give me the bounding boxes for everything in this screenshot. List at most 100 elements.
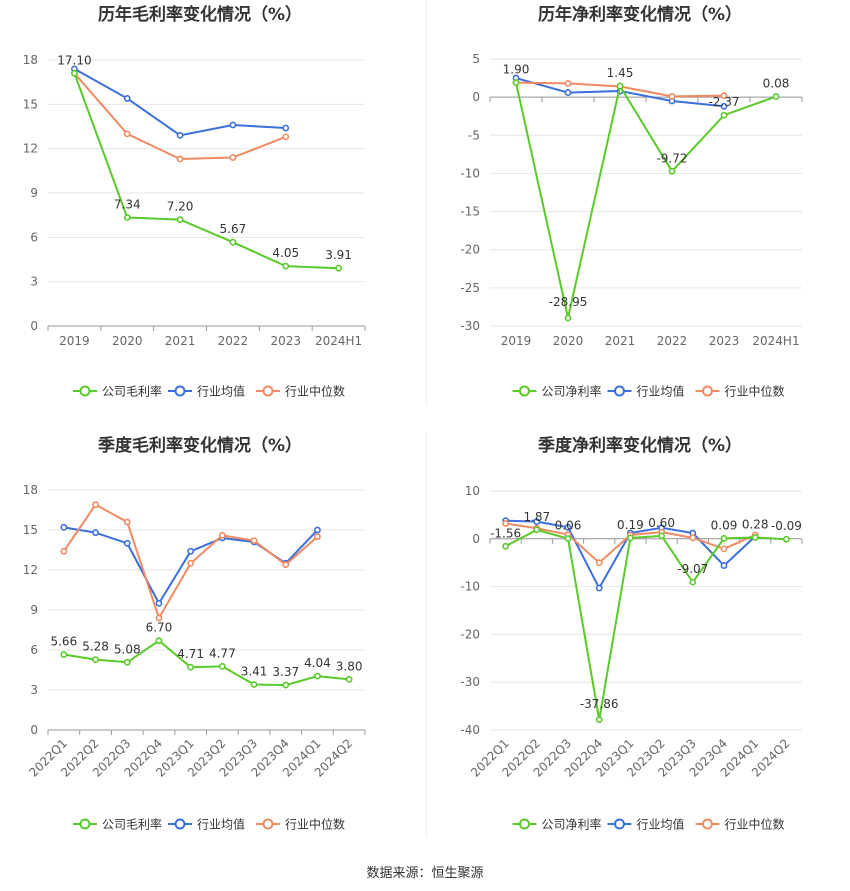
legend-item-company[interactable]: 公司净利率	[512, 817, 602, 832]
x-tick-label: 2019	[59, 334, 90, 348]
data-point-industry_avg	[60, 523, 68, 531]
legend-item-industry_avg[interactable]: 行业均值	[607, 384, 685, 399]
data-label: 4.77	[209, 646, 236, 660]
legend-swatch-marker	[702, 385, 713, 397]
data-label: 0.19	[617, 518, 644, 532]
legend-swatch-marker	[79, 385, 91, 397]
legend-swatch-marker	[174, 385, 186, 397]
data-point-company	[595, 716, 603, 724]
data-point-company	[176, 216, 184, 223]
data-point-company	[616, 82, 624, 90]
data-point-company	[783, 535, 790, 543]
data-source-note: 数据来源：恒生聚源	[366, 866, 484, 881]
legend-item-industry_median[interactable]: 行业中位数	[695, 384, 785, 399]
data-label: -9.72	[656, 151, 687, 165]
y-tick-label: -25	[460, 281, 480, 295]
data-point-company	[502, 542, 509, 550]
legend-swatch-marker	[262, 385, 274, 397]
data-label: -1.56	[490, 526, 521, 540]
data-point-industry_median	[123, 130, 131, 138]
data-point-industry_median	[689, 534, 697, 542]
data-label: 0.28	[742, 517, 769, 531]
legend-swatch-marker	[519, 818, 530, 830]
y-tick-label: 12	[23, 563, 38, 577]
data-label: -37.86	[580, 697, 619, 711]
vertical-divider-top	[426, 0, 427, 405]
legend-item-industry_median[interactable]: 行业中位数	[256, 384, 345, 399]
y-tick-label: 15	[23, 97, 38, 111]
legend-item-industry_avg[interactable]: 行业均值	[168, 817, 245, 832]
y-tick-label: 6	[30, 643, 38, 657]
data-point-company	[229, 238, 237, 246]
series-line-company	[505, 528, 787, 720]
series-line-company	[515, 82, 777, 319]
data-point-industry_avg	[720, 102, 728, 110]
data-label: -9.07	[677, 562, 708, 576]
data-point-company	[123, 214, 131, 221]
data-point-company	[187, 663, 195, 671]
data-label: 4.71	[177, 647, 204, 661]
data-point-industry_median	[92, 501, 99, 509]
legend-item-industry_avg[interactable]: 行业均值	[168, 384, 245, 399]
data-point-company	[250, 681, 258, 688]
y-tick-label: -10	[460, 166, 480, 180]
data-point-industry_median	[229, 154, 237, 161]
data-label: 1.90	[503, 63, 530, 77]
legend-swatch-marker	[174, 818, 186, 830]
legend-item-company[interactable]: 公司净利率	[512, 384, 602, 399]
legend-label: 公司净利率	[542, 384, 602, 399]
y-tick-label: 5	[472, 52, 480, 66]
legend-item-company[interactable]: 公司毛利率	[73, 817, 162, 832]
data-point-industry_avg	[720, 562, 728, 569]
data-point-company	[155, 637, 163, 645]
data-point-company	[282, 262, 290, 270]
legend-item-industry_avg[interactable]: 行业均值	[607, 817, 685, 832]
data-label: 3.80	[336, 659, 363, 673]
data-label: 7.34	[114, 198, 141, 212]
data-point-industry_avg	[564, 89, 572, 96]
data-point-company	[335, 264, 342, 272]
data-label: -2.37	[708, 95, 739, 109]
data-label: 4.04	[304, 656, 331, 670]
data-label: 0.08	[763, 77, 790, 91]
legend-label: 行业中位数	[725, 817, 785, 832]
data-point-industry_median	[720, 92, 728, 100]
legend-item-industry_median[interactable]: 行业中位数	[256, 817, 345, 832]
x-tick-label: 2021	[605, 334, 636, 348]
data-point-industry_avg	[564, 523, 572, 531]
y-tick-label: 0	[472, 90, 480, 104]
data-point-company	[314, 672, 321, 680]
data-label: 3.37	[272, 665, 299, 679]
data-point-industry_avg	[187, 547, 195, 555]
data-label: 0.09	[711, 518, 738, 532]
y-tick-label: 18	[23, 483, 38, 497]
data-label: 0.60	[648, 516, 675, 530]
y-tick-label: -20	[460, 627, 480, 641]
x-tick-label: 2020	[553, 334, 584, 348]
x-tick-label: 2019	[501, 334, 532, 348]
data-point-industry_median	[155, 614, 163, 622]
y-tick-label: 9	[30, 186, 38, 200]
y-tick-label: 10	[465, 484, 480, 498]
y-tick-label: 6	[30, 230, 38, 244]
quarterly-gross-title: 季度毛利率变化情况（%）	[98, 435, 302, 456]
data-label: 7.20	[167, 200, 194, 214]
legend-swatch-marker	[262, 818, 274, 830]
legend-item-industry_median[interactable]: 行业中位数	[695, 817, 785, 832]
y-tick-label: -10	[460, 580, 480, 594]
legend-item-company[interactable]: 公司毛利率	[73, 384, 162, 399]
legend-label: 公司净利率	[542, 817, 602, 832]
data-label: 17.10	[57, 53, 91, 67]
legend-swatch-marker	[79, 818, 91, 830]
data-label: 4.05	[272, 246, 299, 260]
y-tick-label: 3	[30, 683, 38, 697]
legend-swatch-marker	[702, 818, 713, 830]
x-tick-label: 2020	[112, 334, 143, 348]
y-tick-label: -40	[460, 723, 480, 737]
data-label: 3.41	[241, 665, 268, 679]
x-tick-label: 2024H1	[752, 334, 799, 348]
y-tick-label: -15	[460, 205, 480, 219]
legend-label: 行业均值	[637, 817, 685, 832]
x-tick-label: 2021	[165, 334, 196, 348]
